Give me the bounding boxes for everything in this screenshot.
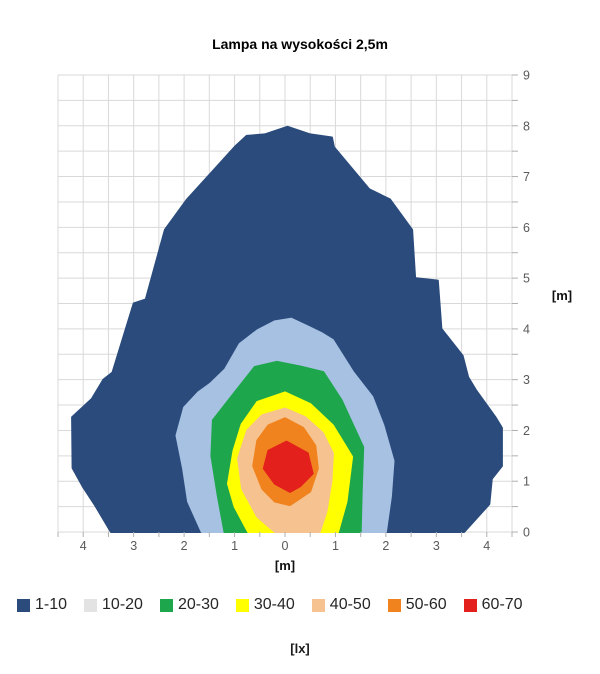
x-axis-tick-label: 3 [433,539,440,553]
y-axis-tick-label: 1 [523,475,530,489]
legend-swatch-icon [159,598,173,612]
legend-item: 1-10 [17,597,67,613]
y-axis-unit-label: [m] [551,288,573,303]
legend-unit-label: [lx] [290,641,310,656]
y-axis-tick-label: 5 [523,272,530,286]
chart-title: Lampa na wysokości 2,5m [212,36,388,52]
legend-item: 20-30 [159,596,219,613]
legend-swatch-icon [311,598,325,612]
y-axis-tick-label: 3 [523,373,530,387]
legend-item-label: 40-50 [329,596,371,613]
legend-item-label: 60-70 [481,596,523,613]
legend-swatch-icon [84,598,98,612]
legend-swatch-icon [235,598,249,612]
y-axis-tick-label: 2 [523,424,530,438]
legend-item-label: 20-30 [177,596,219,613]
x-axis-tick-label: 2 [181,539,188,553]
y-axis-tick-label: 6 [523,221,530,235]
axis-ticks [57,74,518,537]
legend: 1-10 10-20 20-30 30-40 40-50 50-60 60-70 [17,597,600,613]
legend-item: 10-20 [84,597,143,613]
legend-item-label: 10-20 [102,596,143,613]
axis-tick-labels: 4 3 2 1 0 1 2 3 4 0 1 2 3 4 5 6 7 8 9 [80,69,530,554]
legend-item-label: 30-40 [253,596,295,613]
legend-swatch-icon [17,598,30,612]
y-axis-tick-label: 0 [523,526,530,540]
x-axis-tick-label: 1 [231,539,238,553]
legend-item: 40-50 [311,596,371,613]
x-axis-tick-label: 1 [332,539,339,553]
legend-item-label: 1-10 [35,596,68,613]
legend-swatch-icon [463,598,477,612]
legend-item: 50-60 [387,596,447,613]
contour-band-60-70 [262,440,314,493]
legend-item: 60-70 [463,596,523,613]
x-axis-tick-label: 0 [282,539,289,553]
x-axis-tick-label: 4 [80,539,87,553]
x-axis-tick-label: 2 [382,539,389,553]
x-axis-tick-label: 4 [483,539,490,553]
legend-swatch-icon [387,598,401,612]
y-axis-tick-label: 7 [523,170,530,184]
x-axis-tick-label: 3 [130,539,137,553]
y-axis-tick-label: 8 [523,119,530,133]
contour-bands [71,125,503,533]
legend-item: 30-40 [235,596,295,613]
y-axis-tick-label: 9 [523,69,530,83]
y-axis-tick-label: 4 [523,322,530,336]
x-axis-unit-label: [m] [274,558,296,573]
legend-item-label: 50-60 [405,596,447,613]
